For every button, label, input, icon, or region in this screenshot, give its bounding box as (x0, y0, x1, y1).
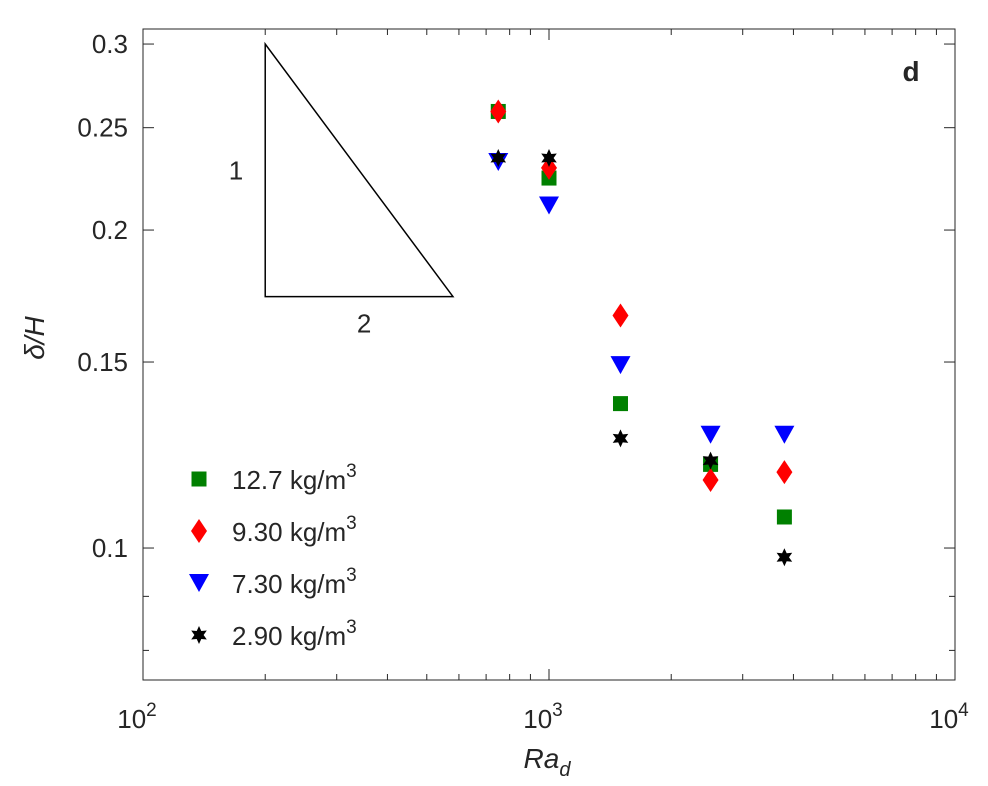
x-tick-label: 102 (117, 700, 157, 734)
data-point-hexagram (612, 429, 629, 448)
data-point-diamond (612, 303, 629, 328)
data-point-triangle-down (700, 425, 721, 444)
data-point-square (776, 509, 792, 525)
slope-run-label: 2 (357, 309, 371, 339)
legend-label-superscript: 3 (346, 513, 357, 534)
legend-label-text: 12.7 kg/m (232, 465, 346, 495)
legend-label-superscript: 3 (346, 565, 357, 586)
legend-label-superscript: 3 (346, 461, 357, 482)
data-point-diamond (490, 99, 507, 124)
legend-label-text: 9.30 kg/m (232, 517, 346, 547)
legend-label: 9.30 kg/m3 (232, 513, 357, 547)
plot-area (142, 28, 956, 681)
data-point-diamond (776, 460, 793, 485)
y-tick-label: 0.2 (92, 215, 128, 245)
data-point-triangle-down (774, 425, 795, 444)
legend: 12.7 kg/m39.30 kg/m37.30 kg/m32.90 kg/m3 (189, 461, 357, 651)
legend-label-text: 7.30 kg/m (232, 569, 346, 599)
x-tick-label-exponent: 2 (146, 700, 157, 721)
y-tick-label: 0.25 (77, 113, 128, 143)
data-point-square (612, 396, 628, 412)
x-axis-label-subscript: d (559, 759, 571, 781)
data-point-hexagram (541, 149, 557, 168)
y-axis-label: δ/H (19, 315, 50, 359)
x-tick-label-base: 10 (117, 704, 146, 734)
x-tick-label-base: 10 (523, 704, 552, 734)
x-axis-label: Rad (524, 743, 572, 781)
legend-marker-square (191, 471, 207, 487)
legend-marker-triangle-down (189, 574, 209, 592)
legend-marker-hexagram (191, 626, 207, 644)
legend-label-superscript: 3 (346, 617, 357, 638)
slope-triangle: 21 (229, 41, 455, 339)
x-tick-label-exponent: 4 (958, 700, 969, 721)
y-tick-label: 0.1 (92, 533, 128, 563)
data-point-triangle-down (539, 196, 559, 215)
data-point-diamond (702, 467, 719, 492)
data-point-hexagram (776, 548, 793, 567)
data-point-hexagram (490, 149, 507, 168)
x-tick-label: 103 (523, 700, 563, 734)
slope-triangle-outline (264, 41, 455, 298)
x-tick-label-base: 10 (929, 704, 958, 734)
y-tick-label: 0.3 (92, 29, 128, 59)
x-axis-label-main: Ra (524, 743, 560, 774)
legend-label: 2.90 kg/m3 (232, 617, 357, 651)
legend-marker-diamond (191, 519, 207, 543)
data-point-triangle-down (610, 356, 631, 375)
data-point-hexagram (702, 451, 719, 470)
x-tick-label-exponent: 3 (552, 700, 563, 721)
y-tick-label: 0.15 (77, 347, 128, 377)
x-tick-label: 104 (929, 700, 969, 734)
legend-label: 12.7 kg/m3 (232, 461, 357, 495)
panel-label: d (902, 56, 919, 87)
slope-rise-label: 1 (229, 155, 243, 185)
data-markers (488, 99, 795, 567)
legend-label: 7.30 kg/m3 (232, 565, 357, 599)
legend-label-text: 2.90 kg/m (232, 621, 346, 651)
